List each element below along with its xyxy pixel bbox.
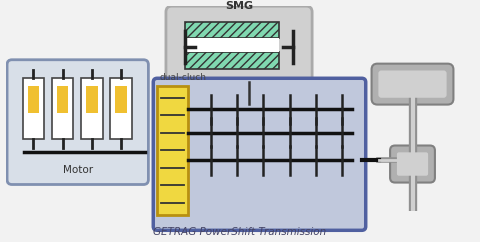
FancyBboxPatch shape	[372, 64, 454, 105]
FancyBboxPatch shape	[390, 145, 435, 182]
Text: GETRAG PowerShift Transmission: GETRAG PowerShift Transmission	[154, 227, 326, 237]
FancyBboxPatch shape	[153, 78, 366, 230]
Bar	[110, 78, 132, 139]
Bar	[185, 52, 279, 68]
Text: dual-cluch: dual-cluch	[159, 73, 206, 82]
Bar	[52, 78, 73, 139]
Bar	[157, 86, 188, 215]
Bar	[27, 86, 39, 113]
Bar	[185, 22, 279, 38]
Bar	[57, 86, 69, 113]
FancyBboxPatch shape	[166, 6, 312, 88]
Bar	[86, 86, 98, 113]
FancyBboxPatch shape	[397, 152, 428, 176]
FancyBboxPatch shape	[378, 70, 446, 98]
FancyBboxPatch shape	[7, 60, 148, 184]
Text: SMG: SMG	[225, 1, 253, 11]
Bar	[81, 78, 103, 139]
Bar	[185, 38, 279, 52]
Bar	[115, 86, 127, 113]
Text: Motor: Motor	[63, 165, 93, 175]
Bar	[23, 78, 44, 139]
